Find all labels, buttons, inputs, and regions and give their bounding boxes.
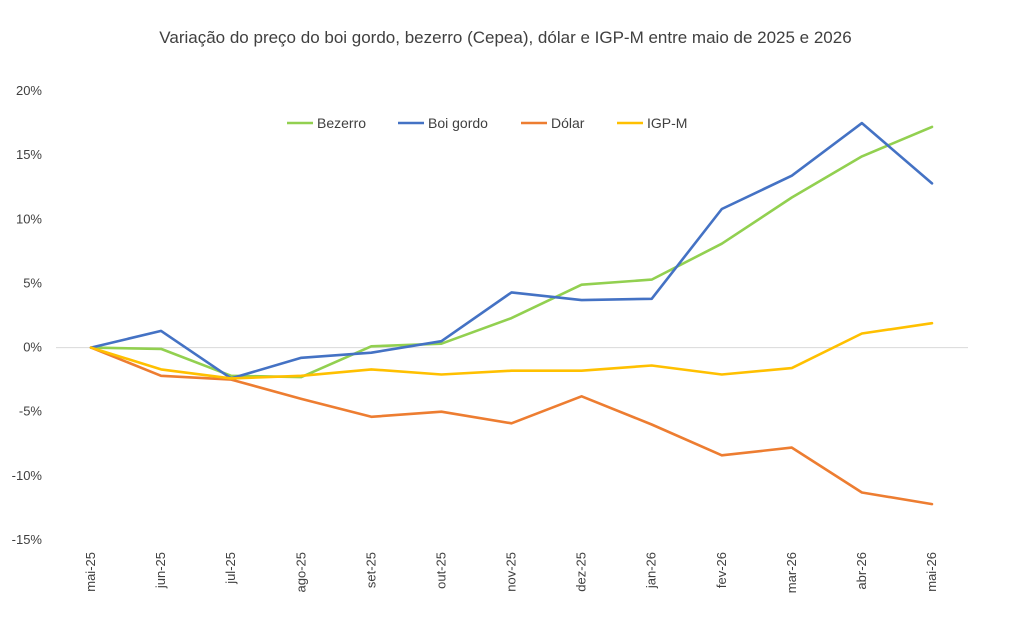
- legend-label: Bezerro: [317, 115, 366, 131]
- x-tick-label: mar-26: [784, 552, 799, 593]
- x-tick-label: abr-26: [854, 552, 869, 590]
- x-tick-label: jun-25: [153, 552, 168, 589]
- series-line-boi-gordo: [89, 121, 934, 380]
- y-tick-label: 20%: [16, 83, 42, 98]
- legend: Bezerro Boi gordo Dólar IGP-M: [287, 115, 687, 131]
- series-lines: [89, 121, 934, 506]
- y-tick-label: 10%: [16, 211, 42, 226]
- x-tick-label: mai-25: [83, 552, 98, 592]
- x-tick-label: ago-25: [293, 552, 308, 592]
- y-tick-label: -15%: [12, 532, 43, 547]
- legend-label: Dólar: [551, 115, 585, 131]
- x-tick-label: set-25: [363, 552, 378, 588]
- y-tick-label: 5%: [23, 275, 42, 290]
- y-tick-label: 0%: [23, 340, 42, 355]
- x-tick-label: jan-26: [644, 552, 659, 589]
- x-tick-label: jul-25: [223, 552, 238, 585]
- legend-label: Boi gordo: [428, 115, 488, 131]
- series-line-bezerro: [89, 125, 934, 379]
- x-axis: mai-25 jun-25 jul-25 ago-25 set-25 out-25 nov-…: [83, 552, 939, 593]
- y-tick-label: -10%: [12, 468, 43, 483]
- legend-label: IGP-M: [647, 115, 687, 131]
- x-tick-label: out-25: [433, 552, 448, 589]
- x-tick-label: mai-26: [924, 552, 939, 592]
- y-axis: -15% -10% -5% 0% 5% 10% 15% 20%: [12, 83, 43, 547]
- series-line-igp-m: [89, 321, 934, 380]
- y-tick-label: -5%: [19, 404, 43, 419]
- x-tick-label: fev-26: [714, 552, 729, 588]
- x-tick-label: nov-25: [504, 552, 519, 592]
- chart-title: Variação do preço do boi gordo, bezerro …: [159, 28, 852, 47]
- x-tick-label: dez-25: [574, 552, 589, 592]
- y-tick-label: 15%: [16, 147, 42, 162]
